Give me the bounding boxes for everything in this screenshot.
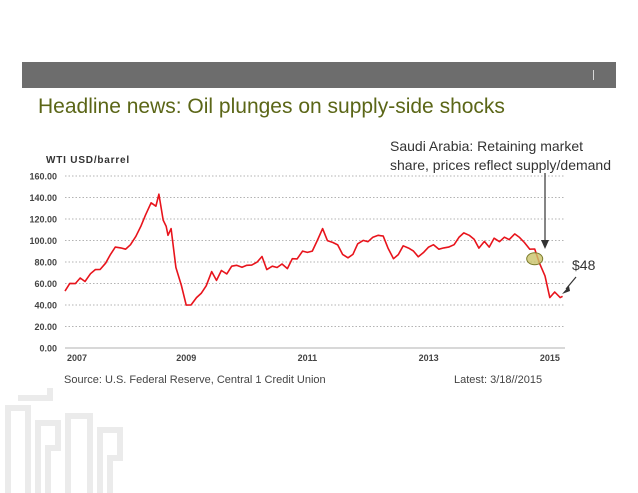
saudi-annotation: Saudi Arabia: Retaining market share, pr…	[390, 137, 611, 175]
y-tick-label: 100.00	[29, 236, 57, 246]
y-tick-label: 0.00	[39, 344, 57, 354]
x-tick-label: 2011	[298, 353, 318, 363]
y-tick-label: 60.00	[34, 279, 57, 289]
watermark-logo	[5, 388, 123, 493]
y-tick-label: 160.00	[29, 172, 57, 182]
y-tick-label: 120.00	[29, 215, 57, 225]
latest-date: Latest: 3/18//2015	[454, 374, 543, 386]
price-arrowhead	[562, 286, 570, 294]
annotation-arrowhead	[541, 240, 549, 249]
latest-price-label: $48	[572, 257, 596, 273]
wti-price-line	[64, 193, 563, 306]
slide-title: Headline news: Oil plunges on supply-sid…	[38, 95, 505, 118]
header-bar	[22, 62, 616, 88]
price-arrow	[565, 276, 577, 290]
y-tick-label: 140.00	[29, 193, 57, 203]
y-tick-label: 80.00	[34, 258, 57, 268]
header-bar-marker	[593, 70, 594, 80]
x-tick-label: 2009	[176, 353, 196, 363]
x-tick-label: 2013	[419, 353, 439, 363]
source-note: Source: U.S. Federal Reserve, Central 1 …	[64, 374, 326, 386]
y-tick-label: 40.00	[34, 301, 57, 311]
annotation-line-2: share, prices reflect supply/demand	[390, 157, 611, 173]
x-tick-label: 2015	[540, 353, 560, 363]
x-tick-label: 2007	[67, 353, 87, 363]
y-tick-label: 20.00	[34, 322, 57, 332]
annotation-line-1: Saudi Arabia: Retaining market	[390, 138, 583, 154]
y-axis-label: WTI USD/barrel	[46, 155, 130, 166]
highlight-marker	[526, 252, 544, 266]
